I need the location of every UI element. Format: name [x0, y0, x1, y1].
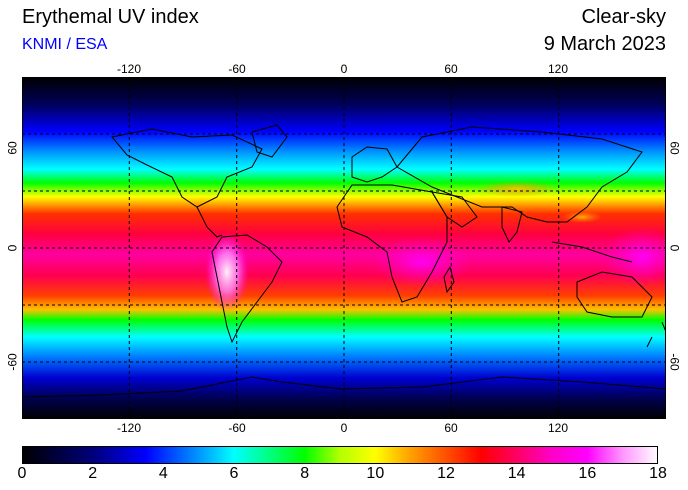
- coastline-africa: [336, 184, 448, 303]
- coastline-greenland: [251, 124, 288, 158]
- lon-tick-top-60: 60: [444, 62, 458, 76]
- lon-tick-bottom-60: 60: [444, 421, 458, 435]
- coastline-central-america: [196, 206, 223, 238]
- lat-tick-right-0: 0: [667, 244, 682, 252]
- lat-tick-right--60: -60: [667, 353, 682, 371]
- colorbar-label-10: 10: [366, 465, 385, 482]
- pacific-high-uv: [602, 227, 666, 287]
- coastline-australia: [576, 271, 653, 318]
- lon-tick-bottom--120: -120: [116, 421, 142, 435]
- map-title: Erythemal UV index: [22, 6, 199, 28]
- agency-label: KNMI / ESA: [22, 36, 108, 53]
- lon-tick-top--120: -120: [116, 62, 142, 76]
- arabia-uv-band: [477, 181, 557, 197]
- uv-index-map: [22, 77, 666, 419]
- colorbar-label-8: 8: [300, 465, 310, 482]
- lat-tick-left--60: -60: [5, 353, 20, 371]
- lat-tick-left-0: 0: [5, 244, 20, 252]
- lat-tick-right-60: 60: [667, 141, 682, 155]
- coastline-europe: [351, 146, 398, 183]
- lon-tick-top-0: 0: [340, 62, 348, 76]
- condition-label: Clear-sky: [581, 6, 666, 28]
- graticule: [22, 77, 666, 419]
- coastline-indonesia: [551, 241, 633, 263]
- africa-high-uv: [372, 237, 472, 287]
- coastline-antarctica: [22, 376, 666, 398]
- colorbar-label-14: 14: [507, 465, 526, 482]
- colorbar-label-0: 0: [17, 465, 27, 482]
- colorbar-label-18: 18: [649, 465, 667, 482]
- coastline-north-america: [111, 128, 263, 208]
- lon-tick-bottom-0: 0: [340, 421, 348, 435]
- colorbar-frame: [22, 446, 658, 464]
- colorbar-fill: [22, 446, 658, 464]
- lon-tick-top--60: -60: [228, 62, 246, 76]
- coastline-india: [501, 206, 523, 243]
- coastlines: [22, 124, 666, 398]
- coastline-asia: [396, 126, 643, 223]
- andes-high-uv: [205, 232, 249, 312]
- coastline-madagascar: [443, 265, 455, 294]
- uv-colorbar: [22, 446, 658, 464]
- lon-tick-bottom--60: -60: [228, 421, 246, 435]
- lon-tick-bottom-120: 120: [547, 421, 569, 435]
- colorbar-label-12: 12: [437, 465, 455, 482]
- coastline-arabia: [431, 191, 478, 228]
- lat-tick-left-60: 60: [5, 141, 20, 155]
- coastline-south-america: [211, 234, 283, 344]
- colorbar-label-4: 4: [158, 465, 168, 482]
- colorbar-label-16: 16: [578, 465, 597, 482]
- himalaya-uv-band: [562, 211, 602, 223]
- colorbar-label-2: 2: [88, 465, 98, 482]
- lon-tick-top-120: 120: [547, 62, 569, 76]
- date-label: 9 March 2023: [543, 33, 666, 55]
- colorbar-label-6: 6: [229, 465, 239, 482]
- map-frame: [22, 77, 666, 419]
